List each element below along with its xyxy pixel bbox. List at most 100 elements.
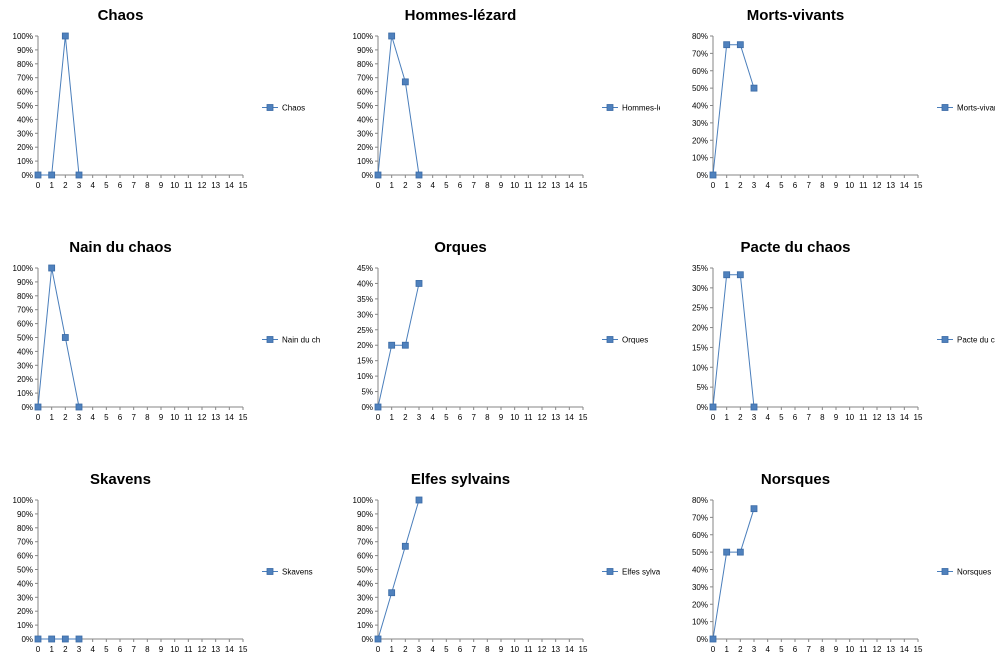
x-tick-label: 14: [565, 181, 574, 190]
data-point-marker: [75, 171, 83, 179]
data-point-marker: [75, 403, 83, 411]
data-point-marker: [388, 32, 396, 40]
x-tick-label: 11: [184, 645, 193, 654]
x-tick-label: 5: [444, 645, 449, 654]
x-tick-label: 8: [485, 413, 490, 422]
x-tick-label: 2: [63, 645, 68, 654]
data-point-marker: [415, 280, 423, 287]
x-tick-label: 9: [834, 413, 839, 422]
x-tick-label: 1: [49, 181, 54, 190]
x-tick-label: 8: [145, 181, 150, 190]
chart-panel: Norsques 0% 10% 20% 30% 40% 50% 60% 70% 80% 0 1 2 3 4 5…: [675, 464, 995, 663]
x-tick-label: 13: [211, 413, 220, 422]
x-tick-label: 12: [873, 645, 882, 654]
y-tick-label: 50%: [357, 566, 373, 575]
x-tick-label: 2: [403, 413, 408, 422]
y-tick-label: 50%: [692, 548, 708, 557]
x-tick-label: 15: [914, 645, 923, 654]
x-tick-label: 13: [551, 181, 560, 190]
x-tick-label: 7: [471, 181, 476, 190]
data-point-marker: [61, 635, 69, 643]
y-tick-label: 20%: [692, 136, 708, 145]
x-tick-label: 5: [779, 181, 784, 190]
x-tick-label: 3: [77, 645, 82, 654]
x-tick-label: 0: [36, 645, 41, 654]
line-chart: Elfes sylvains 0% 10% 20% 30% 40% 50% 60% 70% 80%…: [353, 471, 671, 654]
y-tick-label: 80%: [357, 60, 373, 69]
series-line: [377, 283, 420, 408]
data-point-marker: [736, 41, 744, 49]
legend-marker: [606, 568, 614, 575]
legend-label: Nain du chaos: [282, 336, 320, 345]
x-tick-label: 6: [458, 413, 463, 422]
x-tick-label: 3: [417, 645, 422, 654]
x-tick-label: 12: [873, 181, 882, 190]
x-tick-label: 15: [239, 645, 248, 654]
x-tick-label: 2: [738, 645, 743, 654]
y-tick-label: 90%: [357, 510, 373, 519]
legend-label: Norsques: [957, 568, 991, 577]
series-line: [37, 267, 80, 408]
y-tick-label: 80%: [692, 496, 708, 505]
x-tick-label: 12: [538, 645, 547, 654]
x-tick-label: 14: [225, 413, 234, 422]
x-tick-label: 7: [131, 645, 136, 654]
x-tick-label: 3: [752, 413, 757, 422]
y-tick-label: 0%: [21, 403, 33, 412]
x-tick-label: 1: [49, 645, 54, 654]
chart-title: Morts-vivants: [747, 7, 845, 24]
x-tick-label: 10: [170, 181, 179, 190]
legend-label: Orques: [622, 336, 648, 345]
x-tick-label: 13: [886, 413, 895, 422]
y-tick-label: 20%: [692, 324, 708, 333]
x-tick-label: 10: [845, 413, 854, 422]
series-line: [712, 44, 755, 176]
chart-title: Chaos: [98, 7, 144, 24]
data-point-marker: [48, 635, 56, 643]
x-tick-label: 1: [389, 181, 394, 190]
chart-panel: Chaos 0% 10% 20% 30% 40% 50% 60% 70% 80% 90% 100% 0 1…: [0, 0, 320, 199]
x-tick-label: 13: [551, 645, 560, 654]
y-tick-label: 10%: [692, 618, 708, 627]
chart-panel: Morts-vivants 0% 10% 20% 30% 40% 50% 60% 70% 80% 0…: [675, 0, 995, 199]
y-tick-label: 90%: [17, 510, 33, 519]
x-tick-label: 10: [845, 181, 854, 190]
x-tick-label: 7: [806, 181, 811, 190]
y-tick-label: 0%: [696, 403, 708, 412]
y-tick-label: 60%: [17, 88, 33, 97]
x-tick-label: 9: [159, 413, 164, 422]
chart-title: Skavens: [90, 471, 151, 488]
x-tick-label: 6: [118, 413, 123, 422]
x-tick-label: 3: [77, 413, 82, 422]
data-point-marker: [48, 264, 56, 272]
x-tick-label: 3: [77, 181, 82, 190]
x-tick-label: 0: [711, 413, 716, 422]
legend-marker: [606, 336, 614, 343]
y-tick-label: 30%: [357, 593, 373, 602]
x-tick-label: 10: [170, 413, 179, 422]
x-tick-label: 9: [834, 645, 839, 654]
y-tick-label: 30%: [692, 119, 708, 128]
data-point-marker: [75, 635, 83, 643]
x-tick-label: 12: [198, 413, 207, 422]
chart-title: Nain du chaos: [69, 239, 172, 256]
data-point-marker: [415, 171, 423, 179]
y-tick-label: 60%: [692, 531, 708, 540]
chart-title: Orques: [434, 239, 487, 256]
line-chart: Hommes-lézard 0% 10% 20% 30% 40% 50% 60% 70% 80% 9…: [353, 7, 679, 190]
x-tick-label: 1: [389, 645, 394, 654]
x-tick-label: 7: [471, 413, 476, 422]
chart-title: Norsques: [761, 471, 830, 488]
x-tick-label: 4: [90, 413, 95, 422]
y-tick-label: 70%: [692, 513, 708, 522]
x-tick-label: 6: [458, 181, 463, 190]
y-tick-label: 20%: [17, 607, 33, 616]
x-tick-label: 1: [724, 413, 729, 422]
x-tick-label: 5: [104, 413, 109, 422]
y-tick-label: 5%: [696, 383, 708, 392]
y-tick-label: 40%: [357, 279, 373, 288]
y-tick-label: 40%: [17, 579, 33, 588]
y-tick-label: 80%: [357, 524, 373, 533]
y-tick-label: 50%: [17, 334, 33, 343]
